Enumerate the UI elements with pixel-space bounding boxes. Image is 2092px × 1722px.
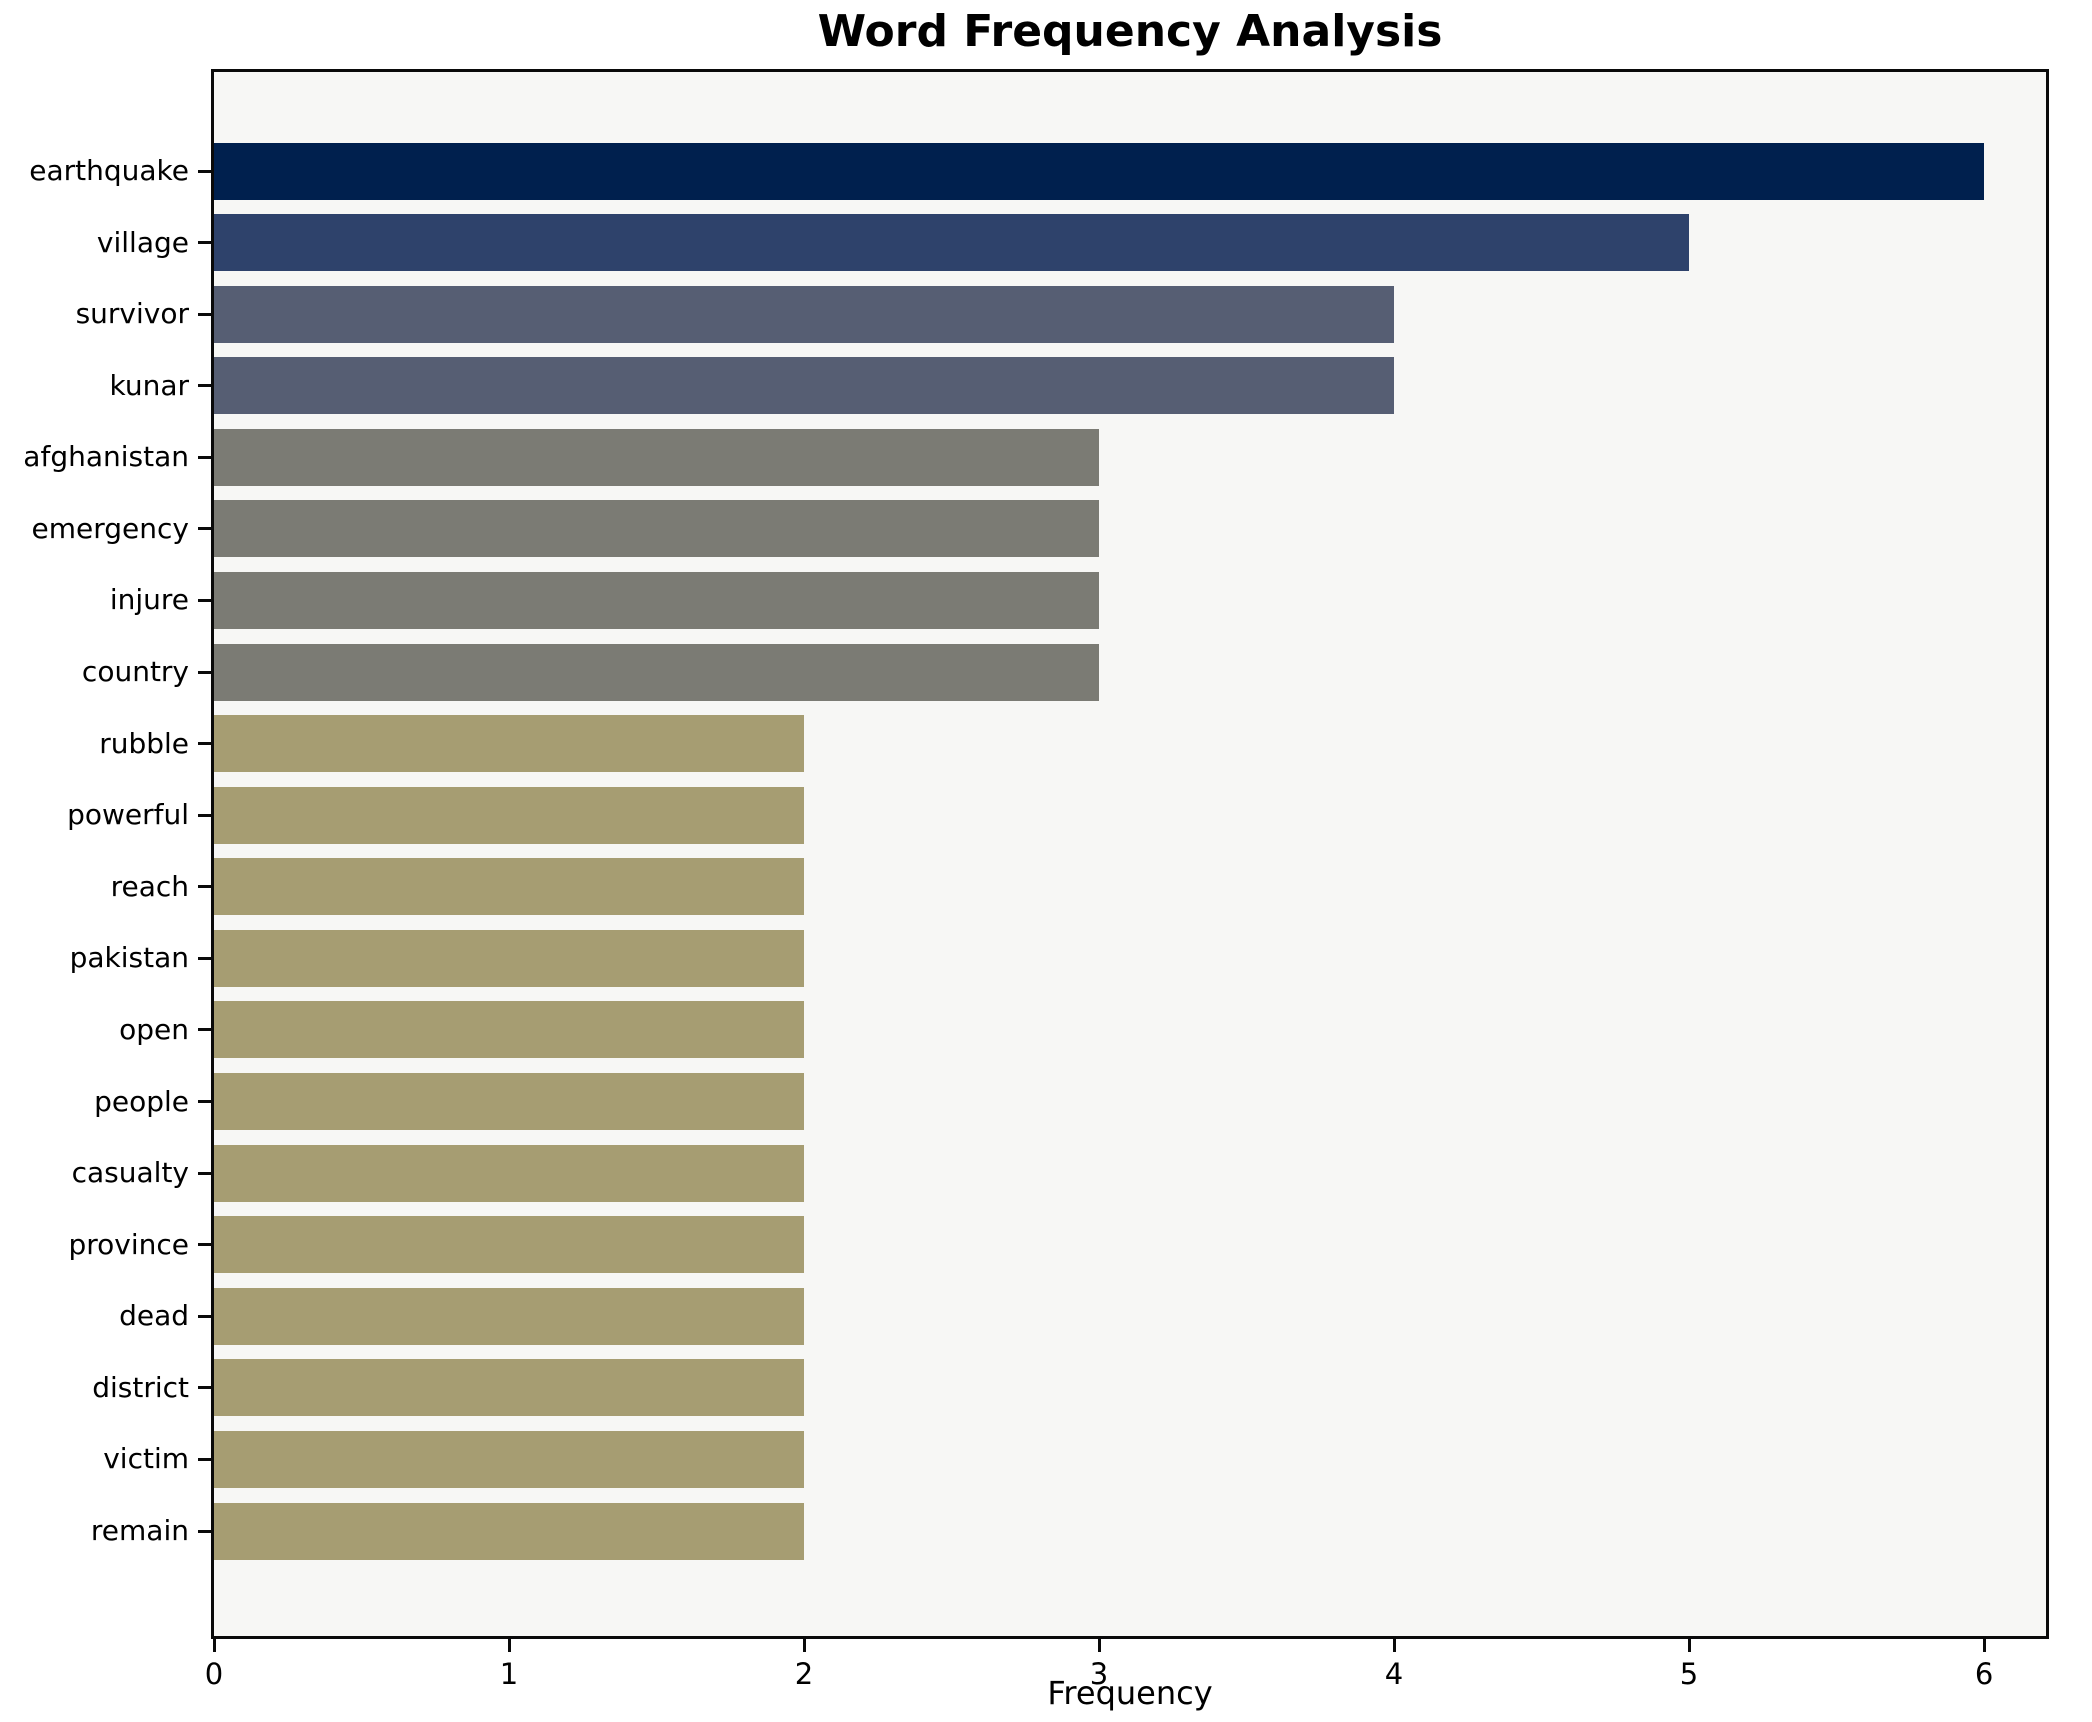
y-tick-label-afghanistan: afghanistan bbox=[23, 440, 189, 474]
x-tick-label-5: 5 bbox=[1679, 1657, 1699, 1691]
y-tick-mark bbox=[198, 527, 211, 531]
y-tick-label-earthquake: earthquake bbox=[29, 154, 189, 187]
x-tick-label-1: 1 bbox=[499, 1657, 519, 1691]
bar-district bbox=[214, 1359, 805, 1417]
bar-earthquake bbox=[214, 142, 1985, 200]
chart-title: Word Frequency Analysis bbox=[817, 6, 1443, 57]
x-tick-mark bbox=[1982, 1639, 1986, 1652]
bar-injure bbox=[214, 571, 1100, 629]
y-tick-mark bbox=[198, 1386, 211, 1390]
y-tick-mark bbox=[198, 813, 211, 817]
bar-afghanistan bbox=[214, 428, 1100, 486]
y-tick-label-pakistan: pakistan bbox=[69, 941, 189, 975]
y-tick-mark bbox=[198, 1100, 211, 1104]
y-tick-label-province: province bbox=[68, 1227, 189, 1261]
x-tick-mark bbox=[212, 1639, 216, 1652]
y-tick-mark bbox=[198, 885, 211, 889]
y-tick-label-rubble: rubble bbox=[99, 726, 189, 760]
y-tick-mark bbox=[198, 1529, 211, 1533]
bar-province bbox=[214, 1216, 805, 1274]
y-tick-mark bbox=[198, 1314, 211, 1318]
x-tick-label-2: 2 bbox=[794, 1657, 814, 1691]
x-tick-mark bbox=[1392, 1639, 1396, 1652]
y-tick-mark bbox=[198, 670, 211, 674]
y-tick-mark bbox=[198, 1243, 211, 1247]
bar-country bbox=[214, 643, 1100, 701]
y-tick-label-open: open bbox=[119, 1012, 189, 1046]
y-tick-label-reach: reach bbox=[110, 869, 189, 903]
y-tick-mark bbox=[198, 598, 211, 602]
y-tick-label-kunar: kunar bbox=[109, 368, 189, 402]
y-tick-label-casualty: casualty bbox=[71, 1156, 189, 1190]
y-tick-label-people: people bbox=[94, 1084, 189, 1118]
y-tick-mark bbox=[198, 384, 211, 388]
y-tick-mark bbox=[198, 241, 211, 245]
bar-casualty bbox=[214, 1144, 805, 1202]
y-tick-label-victim: victim bbox=[103, 1442, 189, 1476]
y-tick-label-country: country bbox=[81, 655, 189, 689]
x-axis-title: Frequency bbox=[1047, 1674, 1213, 1712]
bar-victim bbox=[214, 1430, 805, 1488]
bar-survivor bbox=[214, 285, 1395, 343]
y-tick-mark bbox=[198, 742, 211, 746]
y-tick-mark bbox=[198, 1171, 211, 1175]
y-tick-mark bbox=[198, 1028, 211, 1032]
y-tick-label-powerful: powerful bbox=[67, 798, 189, 832]
bar-people bbox=[214, 1073, 805, 1131]
x-tick-label-3: 3 bbox=[1089, 1657, 1109, 1691]
x-tick-mark bbox=[1097, 1639, 1101, 1652]
y-tick-label-dead: dead bbox=[119, 1299, 189, 1333]
x-tick-label-0: 0 bbox=[204, 1657, 224, 1691]
y-tick-mark bbox=[198, 956, 211, 960]
y-tick-label-injure: injure bbox=[109, 583, 189, 617]
y-tick-mark bbox=[198, 455, 211, 459]
bar-remain bbox=[214, 1502, 805, 1560]
bar-reach bbox=[214, 858, 805, 916]
bar-emergency bbox=[214, 500, 1100, 558]
bar-dead bbox=[214, 1287, 805, 1345]
y-tick-mark bbox=[198, 1457, 211, 1461]
x-tick-mark bbox=[1687, 1639, 1691, 1652]
x-tick-mark bbox=[507, 1639, 511, 1652]
y-tick-mark bbox=[198, 312, 211, 316]
bar-open bbox=[214, 1001, 805, 1059]
plot-area bbox=[211, 69, 2049, 1639]
bar-village bbox=[214, 214, 1690, 272]
y-tick-mark bbox=[198, 169, 211, 173]
y-tick-label-emergency: emergency bbox=[31, 511, 189, 545]
x-tick-label-4: 4 bbox=[1384, 1657, 1404, 1691]
y-tick-label-district: district bbox=[92, 1370, 189, 1404]
bar-powerful bbox=[214, 786, 805, 844]
y-tick-label-survivor: survivor bbox=[75, 297, 189, 331]
x-tick-mark bbox=[802, 1639, 806, 1652]
bar-rubble bbox=[214, 715, 805, 773]
y-tick-label-remain: remain bbox=[90, 1514, 189, 1547]
y-tick-label-village: village bbox=[96, 225, 189, 259]
bar-kunar bbox=[214, 357, 1395, 415]
bar-pakistan bbox=[214, 929, 805, 987]
x-tick-label-6: 6 bbox=[1974, 1657, 1994, 1691]
